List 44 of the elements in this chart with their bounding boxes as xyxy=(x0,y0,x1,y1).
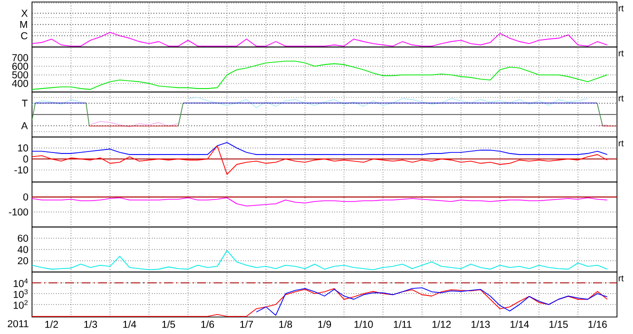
text: rt xyxy=(618,95,624,102)
y-tick-label: 500 xyxy=(12,71,28,78)
y-tick-label: 40 xyxy=(18,246,28,254)
x-tick-label: 1/4 xyxy=(123,320,136,328)
x-tick-label: 1/7 xyxy=(240,320,253,328)
y-tick-label: 400 xyxy=(12,80,28,87)
y-tick-label: 60 xyxy=(18,234,28,242)
x-tick-label: 1/5 xyxy=(162,320,176,328)
x-tick-label: 1/15 xyxy=(550,320,568,328)
y-tick-label: 600 xyxy=(12,62,28,70)
x-tick-label: 1/9 xyxy=(318,320,331,328)
x-tick-label: 1/14 xyxy=(510,320,529,328)
y-tick-label: 10$^{2}$ xyxy=(14,300,28,309)
x-tick-label: 1/8 xyxy=(279,320,292,328)
x-tick-label: 1/12 xyxy=(432,320,451,328)
text: rt xyxy=(618,5,624,12)
y-tick-label: -10 xyxy=(14,166,28,174)
y-tick-label: 10 xyxy=(18,144,28,152)
text: rt xyxy=(618,275,624,282)
text: M xyxy=(20,21,27,28)
y-tick-label: 0 xyxy=(23,193,28,201)
text: A xyxy=(21,122,28,130)
x-tick-label: 1/16 xyxy=(588,320,607,328)
line-series xyxy=(32,250,608,270)
x-tick-label: 1/10 xyxy=(354,320,373,328)
line-series xyxy=(32,145,608,175)
text: rt xyxy=(618,50,624,56)
y-tick-label: 700 xyxy=(12,54,28,62)
y-tick-label: 20 xyxy=(18,257,28,264)
x-tick-label: 1/13 xyxy=(472,320,490,328)
line-series xyxy=(256,287,608,316)
text: X xyxy=(21,10,28,17)
text: rt xyxy=(618,140,624,146)
y-tick-label: -100 xyxy=(8,208,28,216)
y-tick-label: 10$^{3}$ xyxy=(14,289,28,298)
y-tick-label: 10$^{4}$ xyxy=(14,278,28,288)
y-tick-label: 0 xyxy=(23,155,28,162)
x-tick-label: 1/2 xyxy=(45,320,58,328)
text: C xyxy=(21,32,28,40)
x-tick-label: 1/3 xyxy=(84,320,98,328)
x-axis-title: 2011 xyxy=(8,320,28,328)
x-tick-label: 1/11 xyxy=(394,320,412,328)
text: T xyxy=(22,100,28,107)
x-tick-label: 1/6 xyxy=(201,320,214,328)
